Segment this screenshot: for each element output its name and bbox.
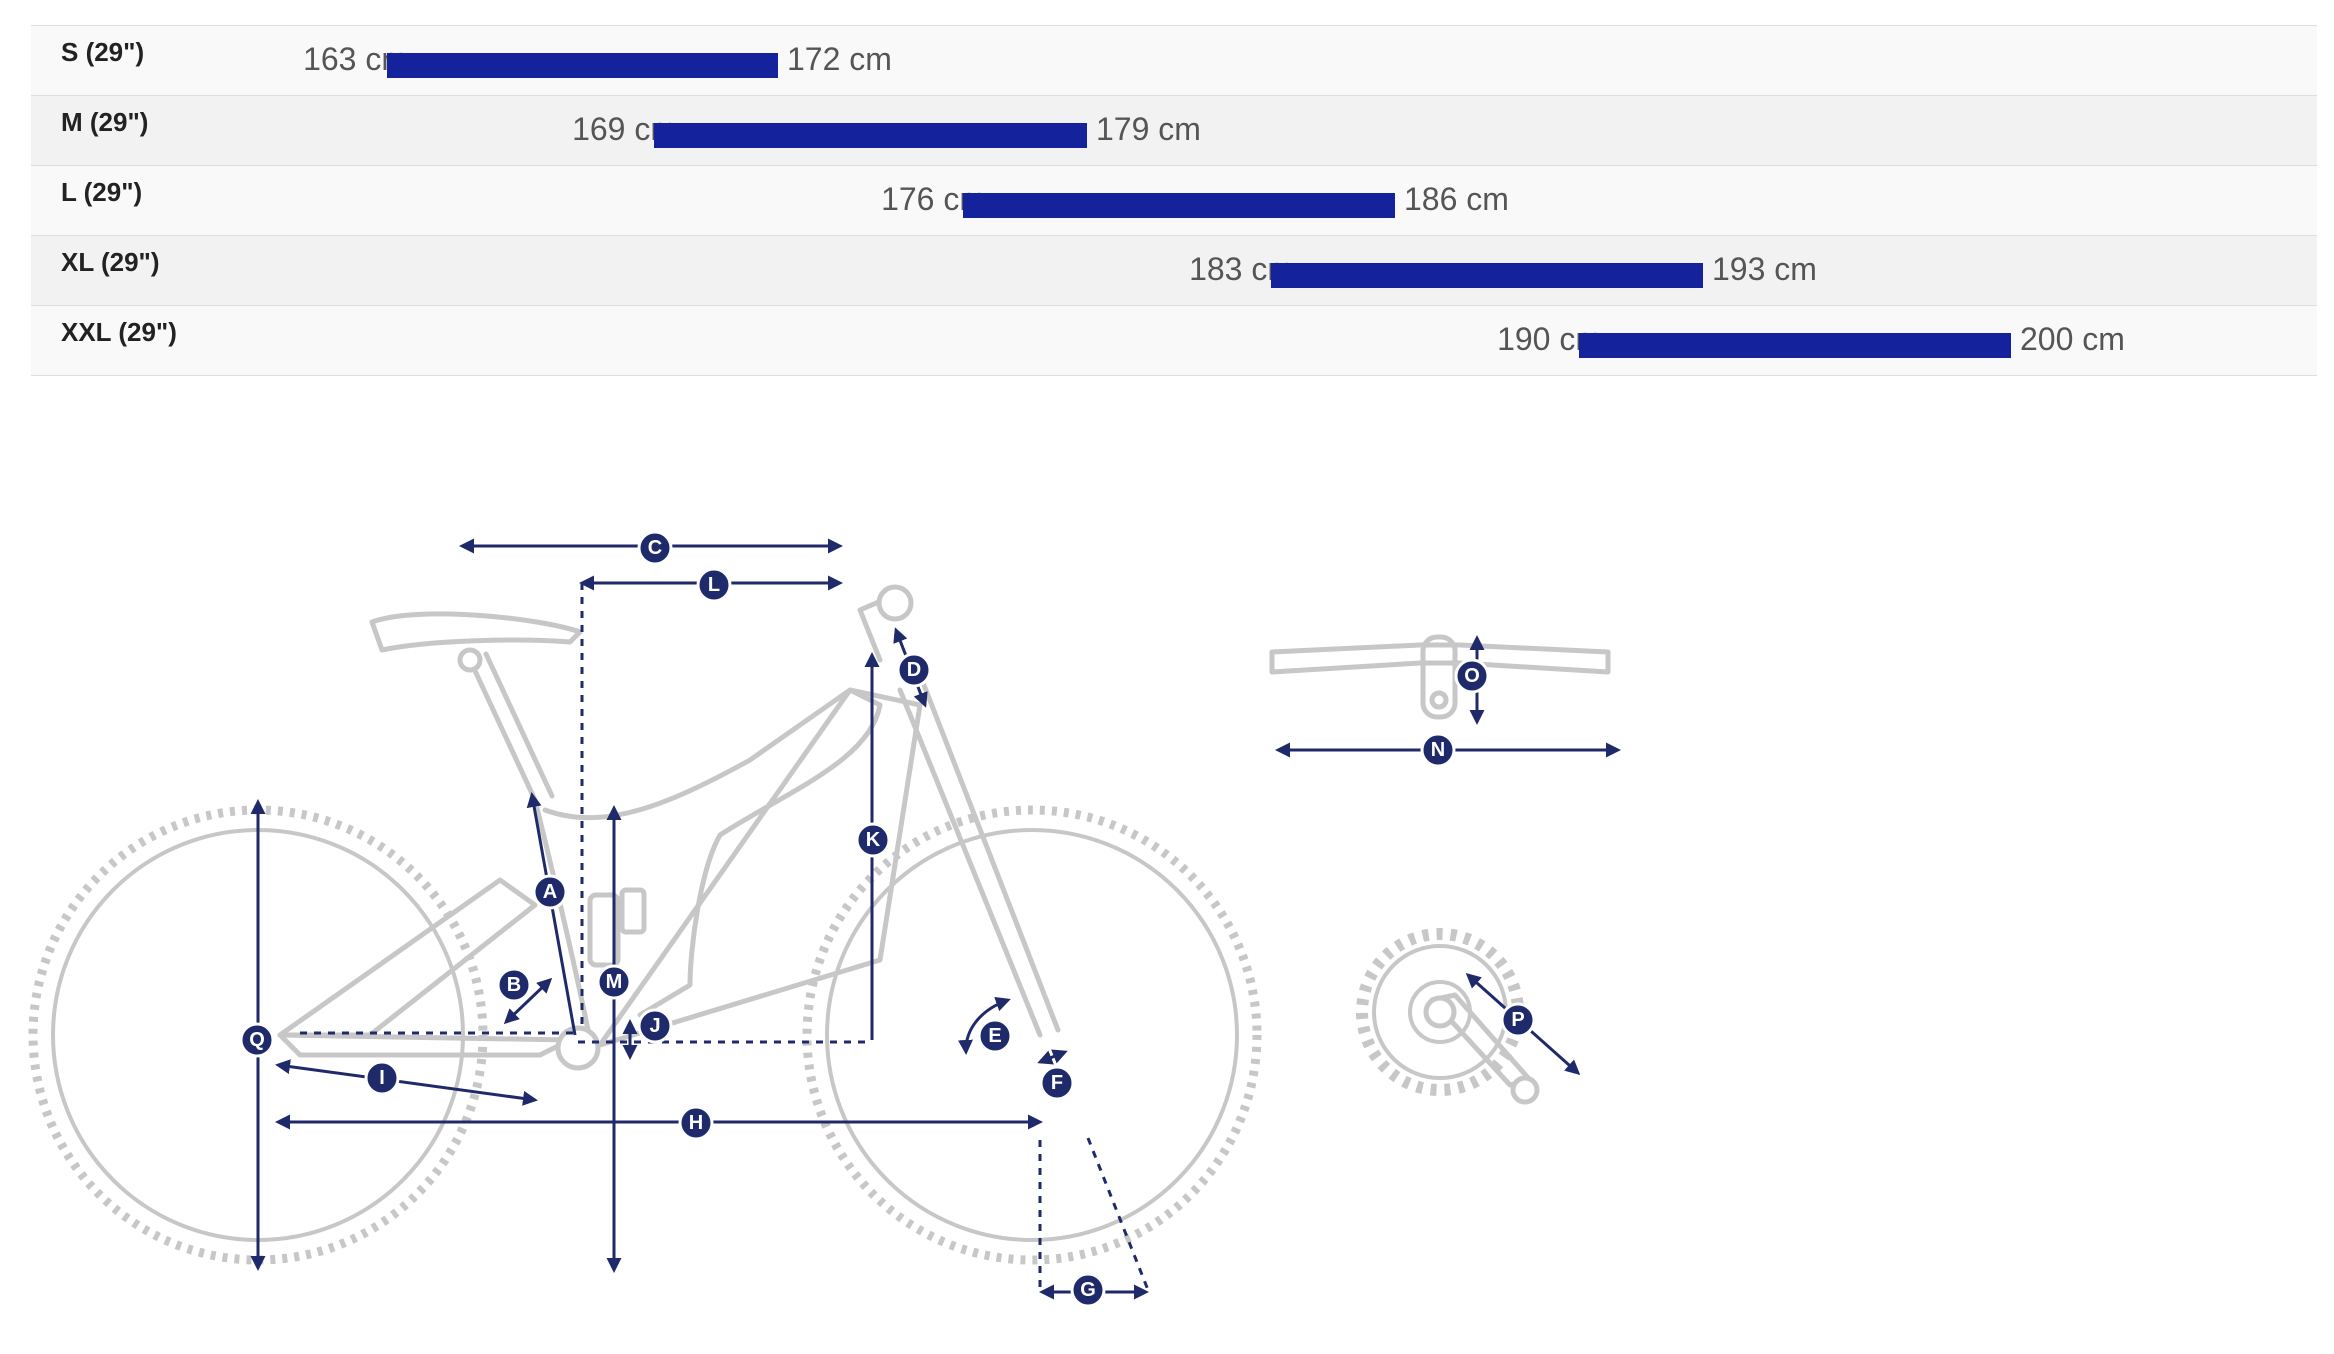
- svg-text:N: N: [1431, 739, 1445, 761]
- height-max: 200 cm: [2020, 321, 2125, 357]
- fork: [897, 677, 1061, 1038]
- marker-k: K: [855, 822, 891, 858]
- marker-g: G: [1070, 1272, 1106, 1308]
- height-min: 163 cm: [303, 41, 408, 77]
- dim-line-a: [526, 792, 577, 1036]
- marker-i: I: [364, 1060, 400, 1096]
- marker-q: Q: [239, 1022, 275, 1058]
- size-row-xl: XL (29") 183 cm 193 cm: [31, 236, 2317, 306]
- svg-text:I: I: [379, 1067, 385, 1089]
- svg-text:L: L: [708, 574, 720, 596]
- height-max: 193 cm: [1712, 251, 1817, 287]
- size-label: L (29"): [61, 177, 143, 207]
- height-max: 186 cm: [1404, 181, 1509, 217]
- marker-c: C: [637, 530, 673, 566]
- height-max: 172 cm: [787, 41, 892, 77]
- svg-text:E: E: [988, 1025, 1001, 1047]
- svg-text:D: D: [907, 659, 921, 681]
- size-row-m: M (29") 169 cm 179 cm: [31, 96, 2317, 166]
- svg-text:B: B: [507, 974, 521, 996]
- svg-text:P: P: [1511, 1009, 1524, 1031]
- height-min: 176 cm: [881, 181, 986, 217]
- height-min: 190 cm: [1497, 321, 1602, 357]
- marker-p: P: [1500, 1002, 1536, 1038]
- seat-clamp: [457, 647, 483, 673]
- height-range-bar: [1271, 263, 1703, 288]
- marker-f: F: [1039, 1065, 1075, 1101]
- marker-o: O: [1454, 658, 1490, 694]
- bike-geometry-diagram: C L D K A M B J Q I H E F G O N P: [28, 530, 1621, 1308]
- height-min: 169 cm: [572, 111, 677, 147]
- marker-j: J: [637, 1008, 673, 1044]
- marker-b: B: [496, 967, 532, 1003]
- size-row-xxl: XXL (29") 190 cm 200 cm: [31, 306, 2317, 376]
- dim-guide-g-2: [1086, 1137, 1150, 1291]
- size-row-s: S (29") 163 cm 172 cm: [31, 26, 2317, 96]
- size-label: XL (29"): [61, 247, 160, 277]
- handlebar: [1269, 642, 1611, 675]
- bottom-bracket: [555, 1025, 601, 1071]
- height-max: 179 cm: [1096, 111, 1201, 147]
- height-range-bar: [387, 53, 778, 78]
- marker-n: N: [1420, 732, 1456, 768]
- svg-text:A: A: [543, 881, 557, 903]
- svg-text:G: G: [1080, 1279, 1096, 1301]
- size-label: S (29"): [61, 37, 145, 67]
- marker-h: H: [678, 1105, 714, 1141]
- bike-frame-drawing: [28, 584, 1262, 1265]
- marker-e: E: [977, 1018, 1013, 1054]
- front-rim: [825, 828, 1239, 1242]
- marker-a: A: [532, 874, 568, 910]
- handlebar-detail: [1269, 634, 1611, 720]
- stem-bolt: [1429, 690, 1449, 710]
- dim-line-i: [275, 1059, 538, 1106]
- height-min: 183 cm: [1189, 251, 1294, 287]
- height-range-bar: [654, 123, 1087, 148]
- dim-arc-e: [957, 996, 1011, 1055]
- height-range-bar: [1579, 333, 2011, 358]
- svg-text:F: F: [1051, 1072, 1063, 1094]
- dim-line-b: [503, 977, 553, 1025]
- pedal-bolt: [1510, 1075, 1540, 1105]
- shock-reservoir: [619, 887, 647, 935]
- saddle: [369, 611, 583, 653]
- svg-text:Q: Q: [249, 1029, 265, 1051]
- rider-height-size-chart: S (29") 163 cm 172 cm M (29") 169 cm 179…: [31, 25, 2317, 376]
- size-row-l: L (29") 176 cm 186 cm: [31, 166, 2317, 236]
- seat-tube: [532, 797, 591, 1033]
- svg-text:O: O: [1464, 665, 1480, 687]
- handlebar-end: [876, 584, 914, 622]
- size-label: M (29"): [61, 107, 149, 137]
- marker-m: M: [596, 964, 632, 1000]
- height-range-bar: [963, 193, 1395, 218]
- marker-l: L: [696, 567, 732, 603]
- size-label: XXL (29"): [61, 317, 177, 347]
- crank-bolt: [1423, 995, 1457, 1029]
- svg-text:H: H: [689, 1112, 703, 1134]
- seat-stay: [277, 877, 538, 1038]
- svg-text:K: K: [866, 829, 881, 851]
- svg-text:C: C: [648, 537, 662, 559]
- svg-text:J: J: [649, 1015, 660, 1037]
- svg-text:M: M: [606, 971, 623, 993]
- chain-stay: [277, 1032, 573, 1058]
- marker-d: D: [896, 652, 932, 688]
- seatpost: [467, 651, 555, 803]
- dim-line-f: [1037, 1049, 1068, 1065]
- front-tire: [802, 805, 1262, 1265]
